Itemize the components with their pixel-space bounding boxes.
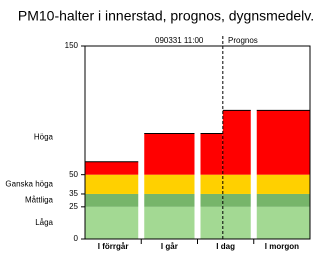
y-tick-label: 25 xyxy=(69,202,78,211)
y-tick-label: 0 xyxy=(74,234,79,243)
forecast-label: Prognos xyxy=(228,36,258,45)
bar-segment xyxy=(256,110,310,175)
band-label: Höga xyxy=(34,132,54,141)
timestamp: 090331 11:00 xyxy=(155,36,204,45)
bar-segment xyxy=(256,193,310,207)
band-label: Ganska höga xyxy=(5,179,53,188)
x-tick-label: I dag xyxy=(216,242,235,251)
bar-segment xyxy=(200,133,223,175)
bar-segment xyxy=(85,161,139,175)
x-tick-label: I morgon xyxy=(265,242,299,251)
band-label: Måttliga xyxy=(25,196,54,205)
bar-segment xyxy=(222,206,251,239)
band-label: Låga xyxy=(35,218,53,227)
bar-segment xyxy=(256,174,310,194)
bar-segment xyxy=(200,193,223,207)
bar-segment xyxy=(85,174,139,194)
bar-segment xyxy=(144,193,195,207)
bar-segment xyxy=(144,174,195,194)
bar-segment xyxy=(144,206,195,239)
y-tick-label: 35 xyxy=(69,189,78,198)
bar-segment xyxy=(222,110,251,175)
bar-segment xyxy=(200,206,223,239)
bar-segment xyxy=(85,193,139,207)
x-tick-label: I förrgår xyxy=(98,242,129,251)
bar-segment xyxy=(144,133,195,175)
bar-segment xyxy=(256,206,310,239)
bar-segment xyxy=(222,174,251,194)
bar-segment xyxy=(222,193,251,207)
plot-border xyxy=(84,45,311,240)
y-tick-label: 50 xyxy=(69,170,78,179)
x-tick-label: I går xyxy=(161,242,178,251)
chart-title: PM10-halter i innerstad, prognos, dygnsm… xyxy=(18,8,314,24)
bar-segment xyxy=(85,206,139,239)
bar-segment xyxy=(200,174,223,194)
y-tick-label: 150 xyxy=(65,41,79,50)
